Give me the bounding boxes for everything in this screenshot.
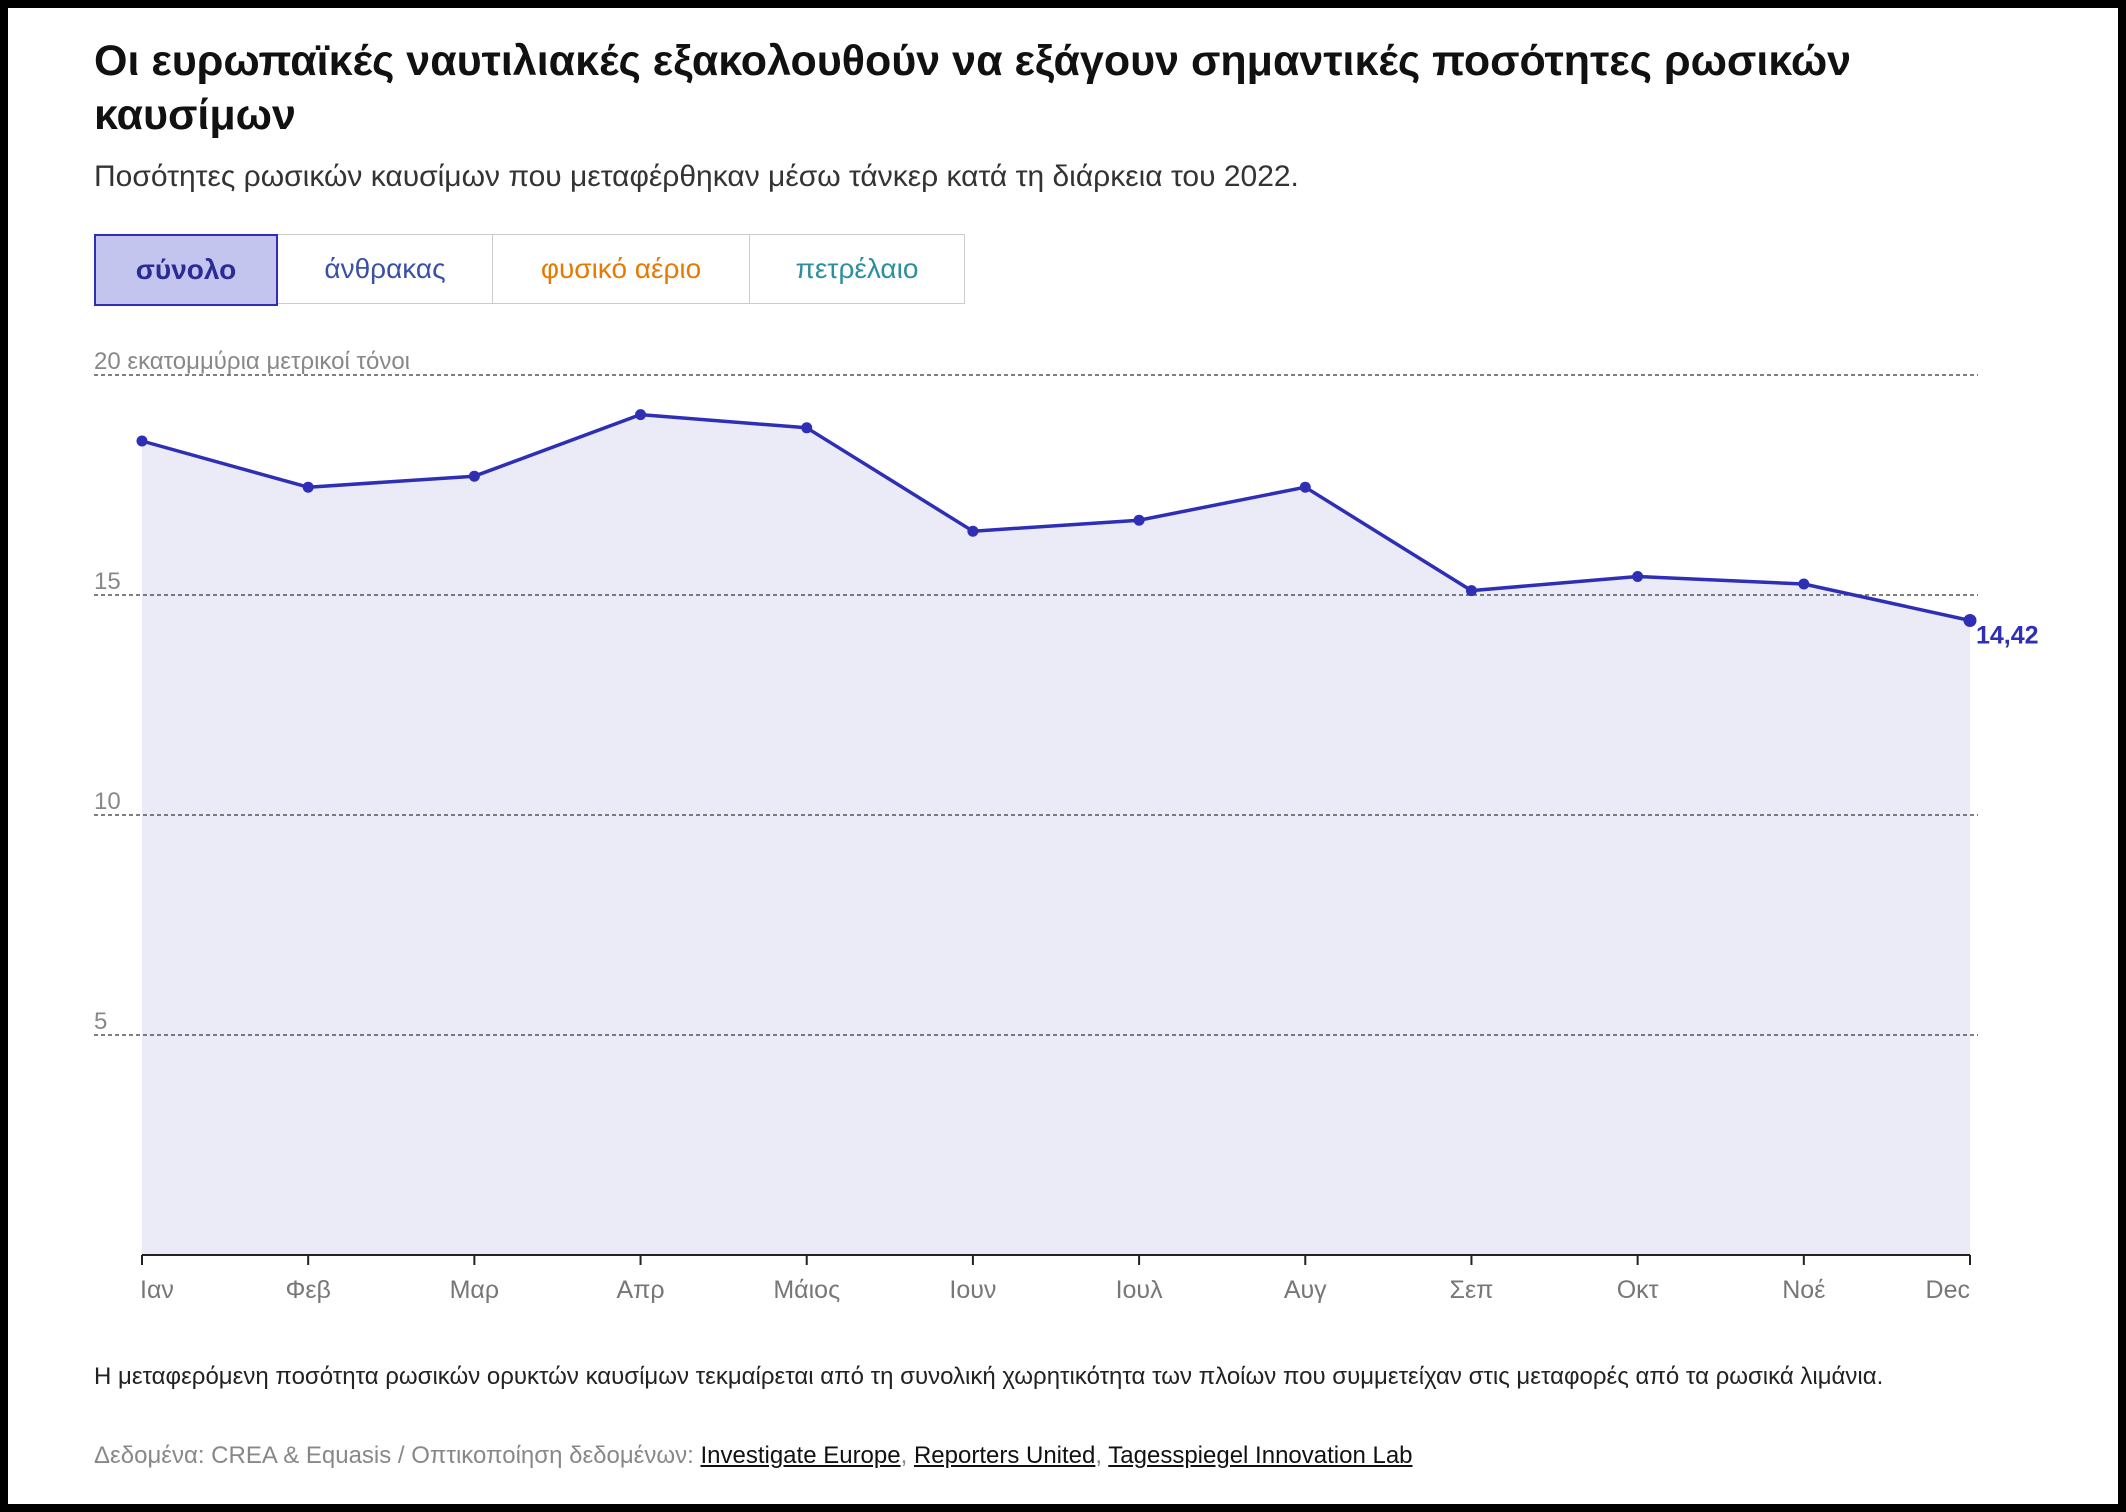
series-line xyxy=(141,412,1971,623)
data-point xyxy=(1465,585,1477,597)
x-tick-label: Φεβ xyxy=(285,1276,330,1304)
tab-natural-gas-label: φυσικό αέριο xyxy=(540,253,702,284)
x-tick-label: Ιουλ xyxy=(1116,1276,1164,1304)
data-point xyxy=(1963,614,1977,628)
x-tick-label: Dec xyxy=(1926,1276,1970,1304)
x-tick-label: Οκτ xyxy=(1617,1276,1659,1304)
x-tick-label: Αυγ xyxy=(1284,1276,1327,1304)
source-separator: , xyxy=(900,1442,914,1469)
source-link-reporters-united[interactable]: Reporters United xyxy=(913,1442,1096,1469)
line-chart: 20 εκατομμύρια μετρικοί τόνοι 5 10 15 Ιαν Φεβ… xyxy=(94,348,2039,1304)
data-point xyxy=(1798,578,1810,590)
end-value-label: 14,42 xyxy=(1976,622,2039,650)
x-tick-label: Μαρ xyxy=(450,1276,500,1304)
source-link-tagesspiegel[interactable]: Tagesspiegel Innovation Lab xyxy=(1108,1442,1413,1469)
x-tick-label: Νοέ xyxy=(1782,1276,1825,1304)
chart-subtitle: Ποσότητες ρωσικών καυσίμων που μεταφέρθη… xyxy=(94,160,1299,193)
data-point xyxy=(302,481,314,493)
x-tick-label: Απρ xyxy=(616,1276,664,1304)
y-tick-label: 10 xyxy=(94,788,121,815)
x-tick-label: Μάιος xyxy=(773,1276,840,1304)
data-point xyxy=(468,470,480,482)
tab-total-label: σύνολο xyxy=(135,254,237,285)
tab-oil[interactable]: πετρέλαιο xyxy=(749,234,965,304)
data-point xyxy=(136,435,148,447)
source-link-investigate-europe[interactable]: Investigate Europe xyxy=(700,1442,901,1469)
y-axis-unit-label: 20 εκατομμύρια μετρικοί τόνοι xyxy=(94,348,410,375)
tab-coal-label: άνθρακας xyxy=(324,253,446,284)
area-fill xyxy=(142,414,1970,1256)
data-point xyxy=(1299,481,1311,493)
data-point xyxy=(967,525,979,537)
fuel-type-tabs: σύνολο άνθρακας φυσικό αέριο πετρέλαιο xyxy=(94,234,965,306)
y-tick-label: 15 xyxy=(94,568,121,595)
chart-title: Οι ευρωπαϊκές ναυτιλιακές εξακολουθούν ν… xyxy=(94,37,1852,139)
methodology-note: Η μεταφερόμενη ποσότητα ρωσικών ορυκτών … xyxy=(94,1363,1884,1390)
x-tick-label: Ιουν xyxy=(949,1276,996,1304)
tab-coal[interactable]: άνθρακας xyxy=(277,234,493,304)
tab-oil-label: πετρέλαιο xyxy=(795,253,919,284)
chart-frame: Οι ευρωπαϊκές ναυτιλιακές εξακολουθούν ν… xyxy=(8,8,2118,1504)
data-point xyxy=(1133,514,1145,526)
y-tick-label: 5 xyxy=(94,1008,107,1035)
data-point xyxy=(801,422,813,434)
tab-natural-gas[interactable]: φυσικό αέριο xyxy=(492,234,750,304)
source-prefix: Δεδομένα: CREA & Equasis / Οπτικοποίηση … xyxy=(94,1442,701,1469)
x-tick-label: Ιαν xyxy=(140,1276,174,1304)
tab-total[interactable]: σύνολο xyxy=(94,234,278,306)
data-point xyxy=(1632,571,1644,583)
x-tick-label: Σεπ xyxy=(1450,1276,1494,1304)
source-separator: , xyxy=(1095,1442,1109,1469)
data-point xyxy=(635,409,647,421)
source-line: Δεδομένα: CREA & Equasis / Οπτικοποίηση … xyxy=(94,1442,1413,1470)
